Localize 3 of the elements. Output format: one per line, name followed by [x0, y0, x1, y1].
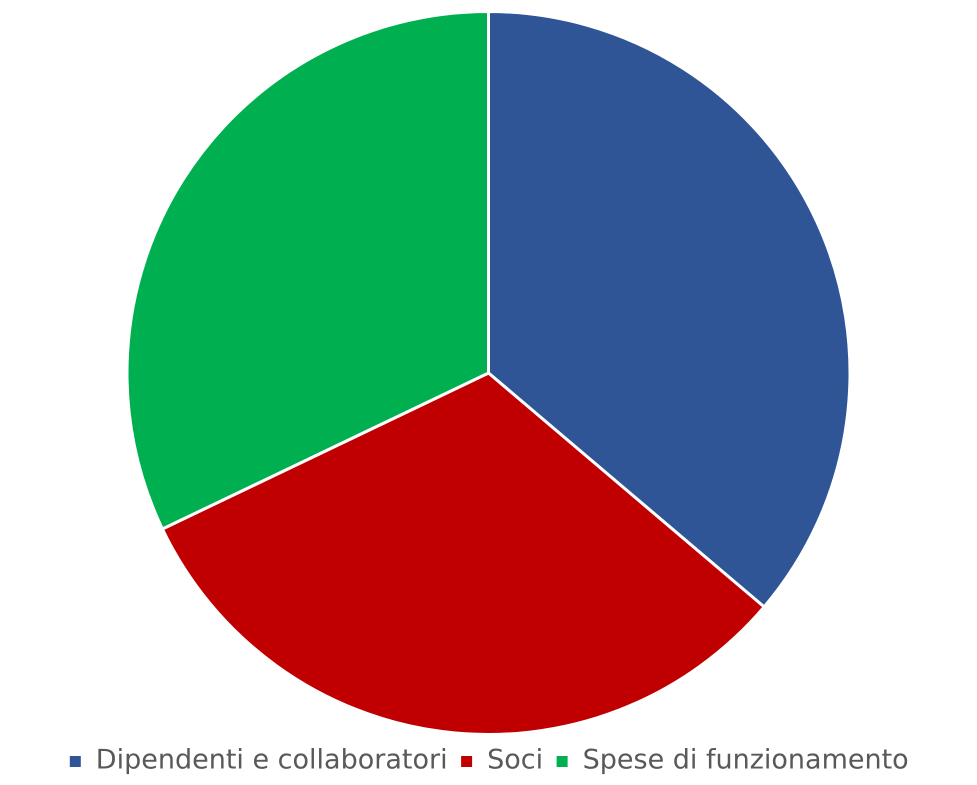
- legend-label: Soci: [487, 744, 544, 776]
- legend-label: Dipendenti e collaboratori: [96, 744, 448, 776]
- legend-label: Spese di funzionamento: [582, 744, 909, 776]
